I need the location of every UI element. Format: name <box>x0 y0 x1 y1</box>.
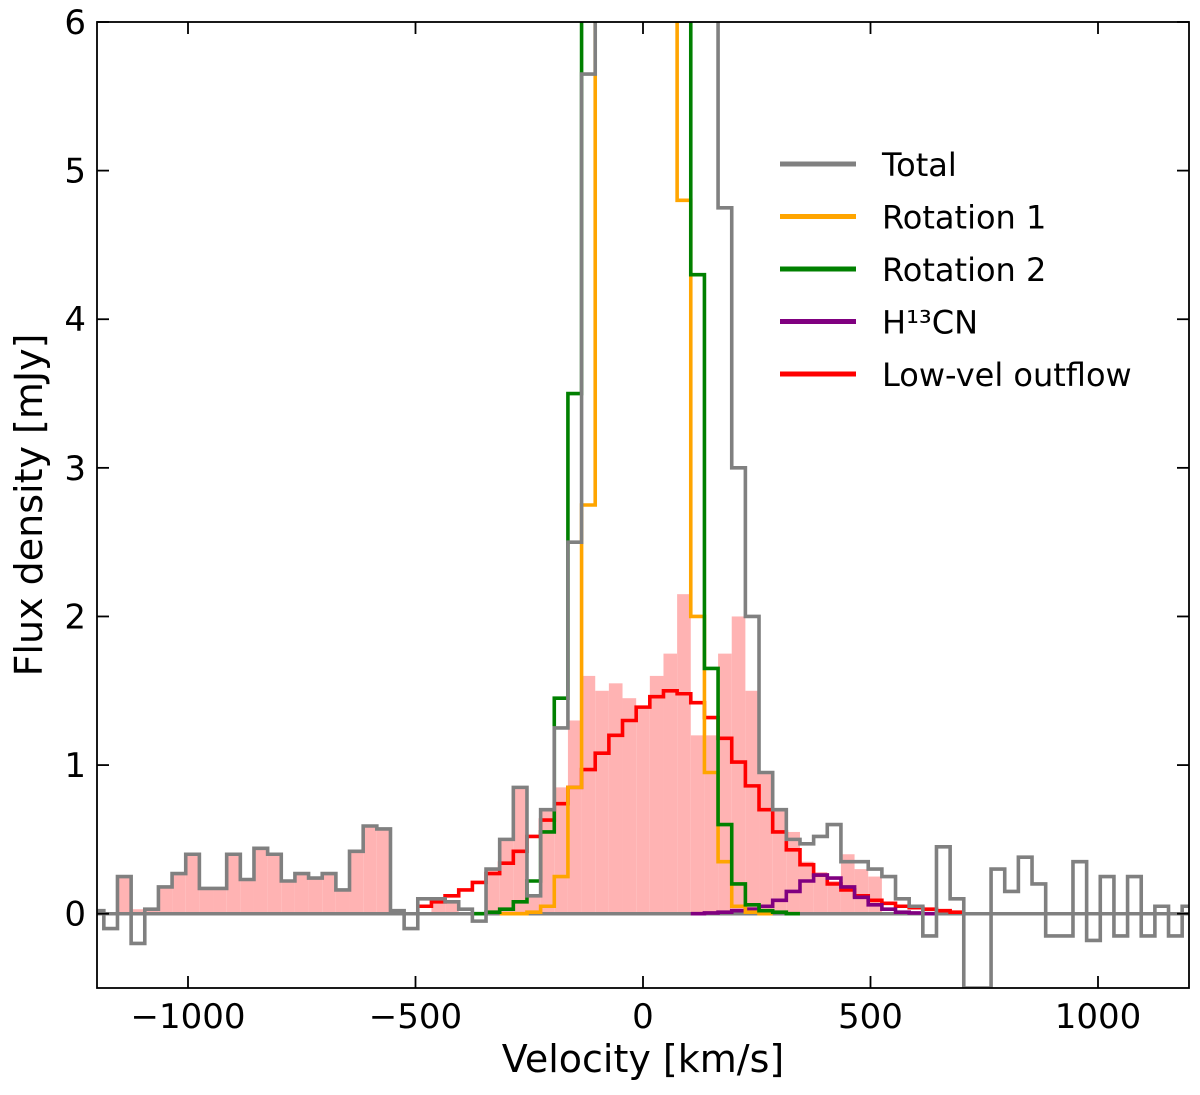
residual-bar <box>267 854 282 914</box>
residual-bar <box>731 616 746 914</box>
residual-bar <box>868 876 882 914</box>
residual-bar <box>349 851 364 914</box>
y-tick-label: 6 <box>64 3 86 43</box>
series-line-rotation-2 <box>472 22 800 916</box>
y-tick-label: 3 <box>64 449 86 489</box>
residual-bar <box>745 690 760 914</box>
legend-label: Rotation 2 <box>882 251 1046 289</box>
residual-bar <box>813 872 828 914</box>
residual-bar <box>486 869 500 914</box>
residual-bar <box>540 809 555 914</box>
legend: Total Rotation 1 Rotation 2 H¹³CN Low-vel ou… <box>780 146 1132 394</box>
residual-bar <box>185 854 200 914</box>
residual-bar <box>131 909 145 914</box>
x-tick-label: 500 <box>838 997 903 1037</box>
x-tick-label: −1000 <box>130 997 245 1037</box>
legend-label: H¹³CN <box>882 304 978 342</box>
residual-bar <box>526 895 541 914</box>
residual-bar <box>567 720 582 914</box>
data-lines <box>97 22 1189 988</box>
residual-bar <box>827 880 841 914</box>
residual-bar <box>172 873 186 914</box>
x-tick-label: 0 <box>632 997 654 1037</box>
residual-bar <box>199 888 214 914</box>
residual-bar <box>335 889 350 914</box>
y-tick-label: 0 <box>64 895 86 935</box>
residual-bar <box>226 854 241 914</box>
legend-label: Low-vel outflow <box>882 356 1132 394</box>
residual-bar <box>704 735 719 914</box>
y-axis-label: Flux density [mJy] <box>7 334 51 677</box>
y-tick-label: 4 <box>64 300 86 340</box>
residual-bar <box>759 772 773 914</box>
residual-bar <box>445 901 459 914</box>
y-tick-label: 5 <box>64 152 86 192</box>
residual-bar <box>322 873 336 914</box>
residual-bar <box>677 594 691 914</box>
residual-bar <box>281 880 295 914</box>
residual-bar <box>608 683 623 914</box>
residual-bar <box>799 861 814 914</box>
residual-bar <box>376 828 391 914</box>
residual-bar <box>554 787 568 914</box>
residual-bar <box>499 839 514 914</box>
residual-bar <box>840 854 855 914</box>
data-bars <box>117 594 882 914</box>
legend-label: Rotation 1 <box>882 199 1046 237</box>
residual-bar <box>663 653 678 914</box>
residual-bar <box>636 705 650 914</box>
x-axis-label: Velocity [km/s] <box>502 1037 784 1081</box>
residual-bar <box>144 909 159 914</box>
series-line-total <box>97 22 1189 988</box>
residual-bar <box>294 873 309 914</box>
residual-bar <box>158 886 173 914</box>
residual-bar <box>253 848 268 914</box>
series-line-h-cn <box>690 873 937 916</box>
residual-bar <box>622 698 637 914</box>
residual-bar <box>854 869 869 914</box>
residual-bar <box>786 831 800 914</box>
residual-bar <box>213 888 227 914</box>
axis-ticks: −1000 −500 0 500 1000 0 1 2 3 4 5 6 <box>64 3 1189 1037</box>
x-tick-label: −500 <box>369 997 462 1037</box>
residual-bar <box>690 735 705 914</box>
residual-bar <box>649 675 664 914</box>
residual-bar <box>117 876 132 914</box>
residual-bar <box>240 879 254 914</box>
residual-bar <box>595 690 609 914</box>
legend-label: Total <box>881 146 957 184</box>
y-tick-label: 1 <box>64 746 86 786</box>
residual-bar <box>363 826 377 914</box>
residual-bar <box>718 653 732 914</box>
residual-bar <box>772 809 787 914</box>
residual-bar <box>308 878 323 914</box>
y-tick-label: 2 <box>64 597 86 637</box>
residual-bar <box>581 675 596 914</box>
x-tick-label: 1000 <box>1055 997 1142 1037</box>
